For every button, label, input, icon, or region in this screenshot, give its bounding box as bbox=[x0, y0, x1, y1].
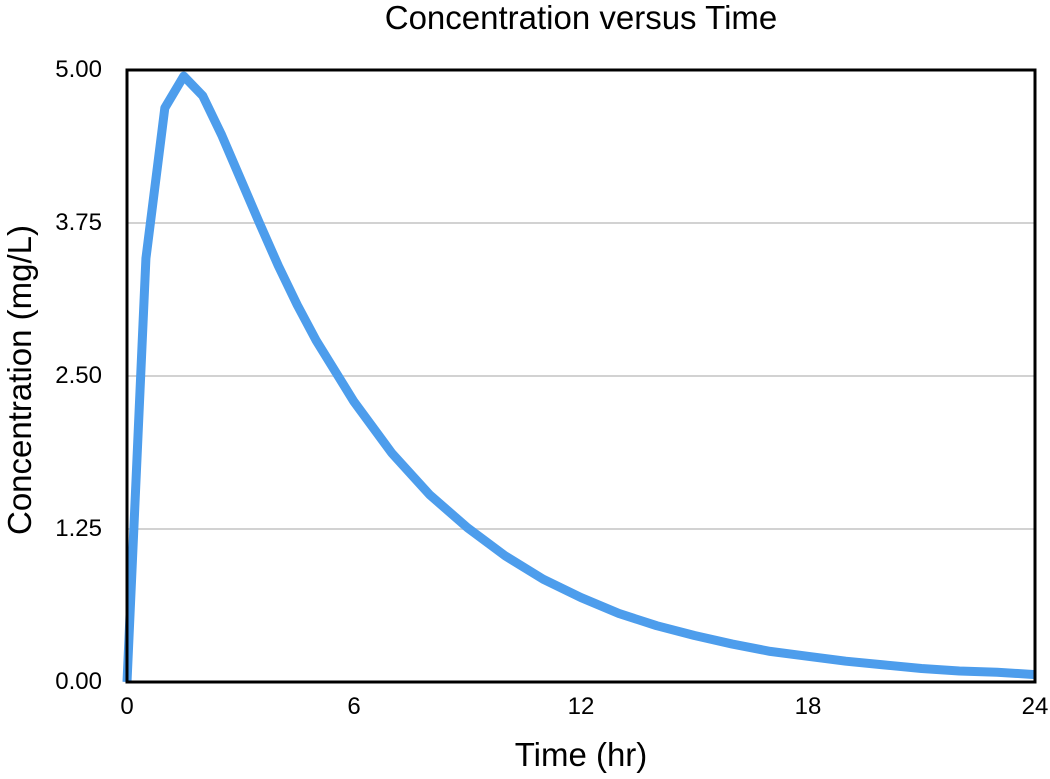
y-tick-label: 0.00 bbox=[55, 668, 102, 695]
plot-frame bbox=[125, 68, 1037, 684]
x-tick-label: 6 bbox=[347, 693, 361, 720]
horizontal-gridlines bbox=[127, 222, 1035, 530]
y-tick-label: 2.50 bbox=[55, 362, 102, 389]
y-tick-label: 5.00 bbox=[55, 56, 102, 83]
y-tick-label: 3.75 bbox=[55, 209, 102, 236]
x-tick-label: 18 bbox=[794, 693, 822, 720]
x-axis-title: Time (hr) bbox=[514, 736, 648, 773]
concentration-curve bbox=[122, 71, 1036, 683]
x-tick-label: 24 bbox=[1021, 693, 1049, 720]
chart-title: Concentration versus Time bbox=[384, 0, 778, 36]
x-tick-label: 0 bbox=[120, 693, 134, 720]
x-tick-label: 12 bbox=[567, 693, 595, 720]
y-tick-label: 1.25 bbox=[55, 515, 102, 542]
